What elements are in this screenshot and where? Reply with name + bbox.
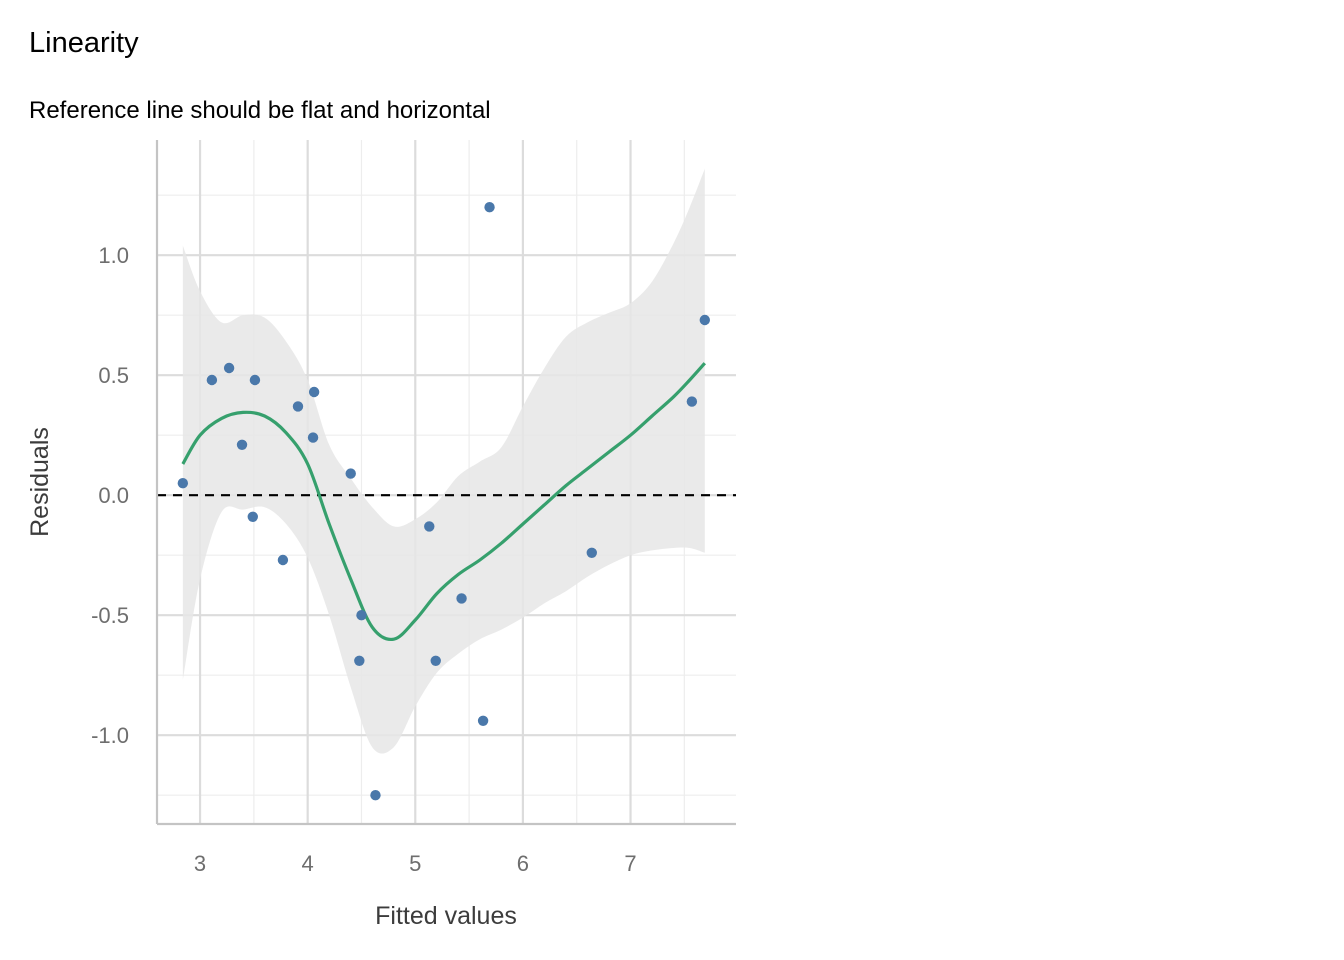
y-tick-label: 1.0 bbox=[98, 243, 129, 268]
chart-subtitle: Reference line should be flat and horizo… bbox=[29, 97, 491, 124]
data-points bbox=[177, 202, 710, 801]
confidence-band bbox=[182, 168, 705, 754]
confidence-band-area bbox=[182, 168, 705, 754]
data-point bbox=[307, 432, 319, 443]
x-tick-label: 4 bbox=[302, 851, 314, 876]
y-tick-label: -1.0 bbox=[91, 723, 129, 748]
data-point bbox=[354, 655, 365, 666]
data-point bbox=[370, 790, 381, 801]
chart-title: Linearity bbox=[29, 27, 139, 59]
axis-lines bbox=[155, 140, 736, 826]
y-tick-label: -0.5 bbox=[91, 603, 129, 628]
y-tick-label: 0.5 bbox=[98, 363, 129, 388]
data-point bbox=[424, 521, 435, 532]
x-tick-label: 5 bbox=[409, 851, 421, 876]
data-point bbox=[430, 655, 441, 666]
x-tick-label: 6 bbox=[517, 851, 529, 876]
smooth-curve bbox=[181, 362, 706, 642]
y-tick-labels: -1.0 -0.5 0.0 0.5 1.0 bbox=[91, 243, 129, 748]
data-point bbox=[249, 374, 261, 386]
data-point bbox=[236, 439, 248, 450]
data-point bbox=[699, 314, 710, 326]
x-axis-label: Fitted values bbox=[375, 902, 517, 930]
x-tick-labels: 3 4 5 6 7 bbox=[194, 851, 637, 876]
x-tick-label: 3 bbox=[194, 851, 206, 876]
data-point bbox=[308, 386, 320, 398]
smooth-line bbox=[181, 362, 706, 642]
data-point bbox=[356, 610, 367, 621]
data-point bbox=[456, 593, 467, 604]
data-point bbox=[277, 554, 289, 566]
data-point bbox=[223, 362, 235, 374]
data-point bbox=[586, 547, 597, 558]
y-axis-label: Residuals bbox=[26, 427, 54, 537]
data-point bbox=[292, 401, 304, 412]
y-tick-label: 0.0 bbox=[98, 483, 129, 508]
data-point bbox=[484, 202, 495, 213]
data-point bbox=[247, 511, 258, 522]
data-point bbox=[177, 478, 189, 489]
data-point bbox=[206, 374, 218, 386]
data-point bbox=[477, 715, 489, 726]
x-tick-label: 7 bbox=[624, 851, 636, 876]
data-point bbox=[686, 396, 698, 407]
data-point bbox=[345, 468, 356, 479]
